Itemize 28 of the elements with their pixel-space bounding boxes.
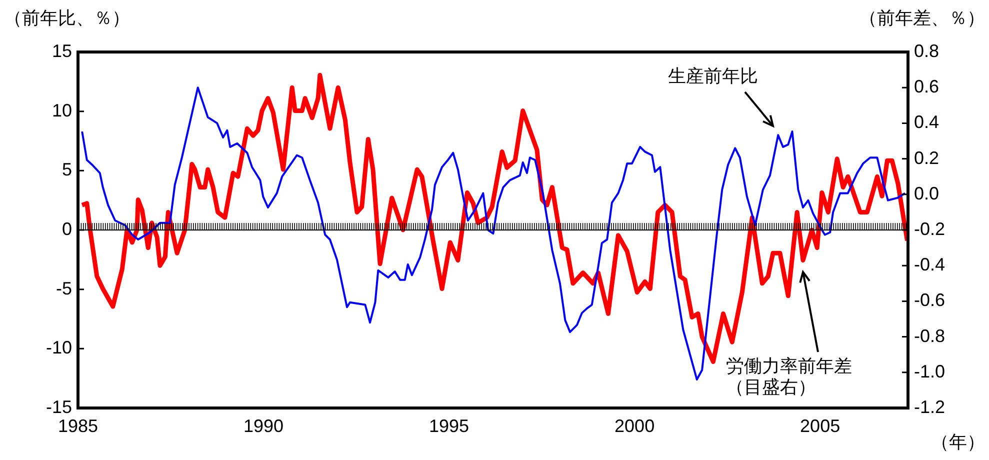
y2-tick-label: 0.2 xyxy=(914,148,940,168)
text: 生産前年比 xyxy=(668,66,758,87)
y-tick-label: 5 xyxy=(62,160,72,180)
y-tick-label: -15 xyxy=(46,396,72,417)
y2-tick-label: -0.2 xyxy=(914,218,946,239)
x-tick-label: 1990 xyxy=(243,416,284,436)
y-tick-label: 15 xyxy=(52,40,72,61)
y2-tick-label: 0.8 xyxy=(914,40,940,61)
y-tick-label: 10 xyxy=(52,100,72,120)
y2-tick-label: -0.8 xyxy=(914,326,946,346)
y2-tick-label: -0.6 xyxy=(914,290,946,310)
y-axis-title: （前年比、％） xyxy=(4,8,130,29)
y2-tick-label: -1.2 xyxy=(914,396,946,417)
y2-tick-label: 0.6 xyxy=(914,76,940,97)
x-axis-title: （年） xyxy=(931,432,985,453)
y-tick-label: 0 xyxy=(62,218,72,239)
y2-axis-title: （前年差、％） xyxy=(859,8,985,29)
x-tick-label: 2000 xyxy=(614,416,655,436)
y2-tick-label: 0.4 xyxy=(914,112,940,132)
x-tick-label: 2005 xyxy=(800,416,840,436)
series-label: 労働力率前年差（目盛右） xyxy=(726,356,852,398)
y2-tick-label: 0.0 xyxy=(914,183,940,204)
y2-tick-label: -0.4 xyxy=(914,254,946,275)
x-tick-label: 1995 xyxy=(429,416,470,436)
y-tick-label: -5 xyxy=(56,278,72,298)
y-tick-label: -10 xyxy=(46,338,72,358)
y2-tick-label: -1.0 xyxy=(914,361,946,382)
x-tick-label: 1985 xyxy=(58,416,98,436)
